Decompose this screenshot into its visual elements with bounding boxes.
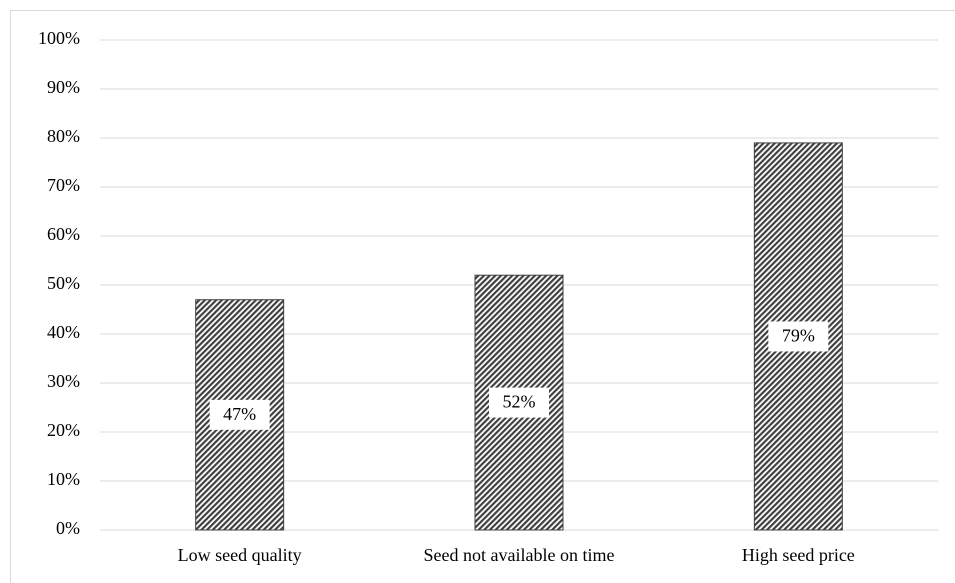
- y-tick-label: 40%: [47, 322, 80, 342]
- x-tick-label: Low seed quality: [178, 545, 302, 565]
- y-tick-label: 0%: [56, 518, 80, 538]
- value-label: 47%: [223, 404, 256, 424]
- y-tick-label: 10%: [47, 469, 80, 489]
- y-tick-label: 80%: [47, 126, 80, 146]
- y-tick-label: 60%: [47, 224, 80, 244]
- y-tick-label: 50%: [47, 273, 80, 293]
- y-tick-label: 30%: [47, 371, 80, 391]
- value-label-box: [489, 387, 549, 418]
- y-tick-label: 90%: [47, 77, 80, 97]
- value-label-box: [209, 399, 270, 430]
- y-tick-label: 100%: [38, 28, 80, 48]
- value-label: 79%: [782, 326, 815, 346]
- y-tick-label: 20%: [47, 420, 80, 440]
- x-tick-label: Seed not available on time: [424, 545, 615, 565]
- x-tick-label: High seed price: [742, 545, 855, 565]
- y-tick-label: 70%: [47, 175, 80, 195]
- value-label: 52%: [503, 392, 536, 412]
- value-label-box: [768, 321, 829, 352]
- chart-frame: [10, 10, 955, 583]
